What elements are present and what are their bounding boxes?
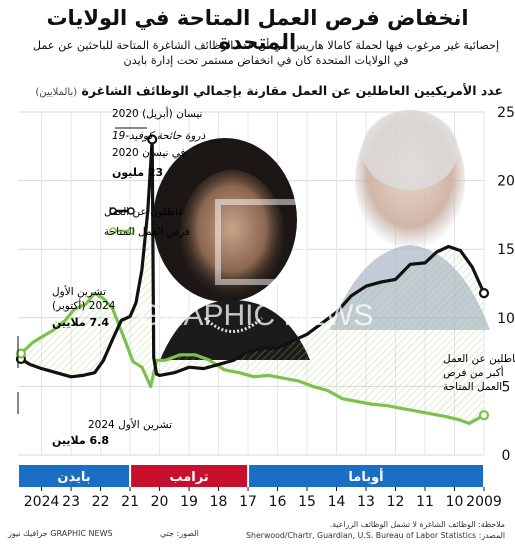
series-lines <box>15 134 490 425</box>
x-tick-label-2012: 12 <box>387 494 405 510</box>
y-tick-label-10: 10 <box>497 311 515 327</box>
term-label-obama: أوباما <box>348 468 383 485</box>
presidential-terms: أوباما ترامب بايدن <box>19 465 483 487</box>
unemployed-jan-value: 6.8 ملايين <box>52 434 109 447</box>
openings-oct-line-2: 2024 (أكتوبر) <box>52 298 116 312</box>
y-axis-ticks: 0 5 10 15 20 25 <box>497 105 515 464</box>
openings-oct-line-1: تشرين الأول <box>52 285 106 298</box>
series-unemployed-endpoint-first <box>478 288 490 299</box>
footer-source: المصدر: Sherwood/Chartr, Guardian, U.S. … <box>246 531 505 540</box>
legend-unemployed-dot <box>109 207 117 215</box>
x-tick-label-2017: 17 <box>239 494 257 510</box>
openings-oct-value: 7.4 ملايين <box>52 316 109 329</box>
series-unemployed-line <box>20 137 486 379</box>
gap-fills <box>20 139 485 424</box>
peak-value: 23 مليون <box>112 166 163 179</box>
legend-openings-label: فرص العمل المتاحة <box>104 226 190 238</box>
gap-line-1: عدد العاطلين عن العمل <box>443 353 515 365</box>
term-label-trump: ترامب <box>169 470 208 485</box>
footer-logo: جرافيك نيوز GRAPHIC NEWS <box>8 529 113 538</box>
series-openings-endpoint-last <box>15 348 27 359</box>
x-tick-label-2011: 11 <box>416 494 434 510</box>
legend-openings-dot-2 <box>127 227 135 235</box>
series-openings-line <box>19 291 485 425</box>
gap-line-2: أكبر من فرص <box>443 365 504 379</box>
x-tick-label-2009: 2009 <box>466 494 502 510</box>
series-openings-endpoint-first <box>478 410 490 421</box>
y-tick-label-15: 15 <box>497 242 515 258</box>
x-tick-label-2016: 16 <box>269 494 287 510</box>
chart-header-text: عدد الأمريكيين العاطلين عن العمل مقارنة … <box>81 83 503 98</box>
footer-note: ملاحظة: الوظائف الشاغرة لا تشمل الوظائف … <box>205 519 505 541</box>
term-bar-obama <box>249 465 483 487</box>
unemployed-jan-line: تشرين الأول 2024 <box>88 418 172 431</box>
footer-note-line: ملاحظة: الوظائف الشاغرة لا تشمل الوظائف … <box>329 520 505 529</box>
x-tick-label-2013: 13 <box>357 494 375 510</box>
x-tick-label-2021: 21 <box>121 494 139 510</box>
watermark-text: GRAPHIC NEWS <box>138 299 373 332</box>
term-bar-trump <box>131 465 248 487</box>
x-tick-label-2022: 22 <box>92 494 110 510</box>
legend-openings-dot <box>109 227 117 235</box>
y-tick-label-5: 5 <box>502 379 511 395</box>
latest-annotations: تشرين الأول 2024 (أكتوبر) 7.4 ملايين تشر… <box>17 285 172 447</box>
gap-line-3: العمل المتاحة <box>443 381 502 393</box>
term-label-biden: بايدن <box>57 470 90 485</box>
peak-line-1: ذروة جائحة كوفيد-19 <box>112 130 206 142</box>
peak-annotation: نيسان (أبريل) 2020 ذروة جائحة كوفيد-19 ف… <box>112 106 206 179</box>
legend-unemployed-dot-2 <box>127 207 135 215</box>
legend: عاطلون عن العمل فرص العمل المتاحة <box>104 206 190 238</box>
x-tick-label-2020: 20 <box>151 494 169 510</box>
x-tick-label-2014: 14 <box>328 494 346 510</box>
y-tick-label-0: 0 <box>502 448 511 464</box>
page-title: انخفاض فرص العمل المتاحة في الولايات الم… <box>46 6 469 54</box>
peak-line-2: في نيسان 2020 <box>112 147 186 159</box>
watermark-logo <box>215 199 307 285</box>
x-tick-label-2019: 19 <box>180 494 198 510</box>
y-tick-label-25: 25 <box>497 105 515 121</box>
y-tick-label-20: 20 <box>497 174 515 190</box>
term-bar-biden <box>19 465 130 487</box>
chart-header: عدد الأمريكيين العاطلين عن العمل مقارنة … <box>8 83 503 98</box>
x-tick-label-2018: 18 <box>210 494 228 510</box>
x-tick-label-2024: 2024 <box>24 494 60 510</box>
footer-photo-credit: الصور: جتي <box>160 529 199 538</box>
x-tick-label-2010: 10 <box>446 494 464 510</box>
x-tick-label-2015: 15 <box>298 494 316 510</box>
peak-date: نيسان (أبريل) 2020 <box>112 106 202 120</box>
x-tick-label-2023: 23 <box>62 494 80 510</box>
subtitle: إحصائية غير مرغوب فيها لحملة كامالا هاري… <box>32 39 500 67</box>
gap-annotation: عدد العاطلين عن العمل أكبر من فرص العمل … <box>443 353 515 393</box>
gap-fill-area <box>20 139 485 424</box>
chart-unit: (بالملايين) <box>35 87 78 98</box>
legend-unemployed-label: عاطلون عن العمل <box>104 206 185 218</box>
peak-marker <box>147 134 158 145</box>
